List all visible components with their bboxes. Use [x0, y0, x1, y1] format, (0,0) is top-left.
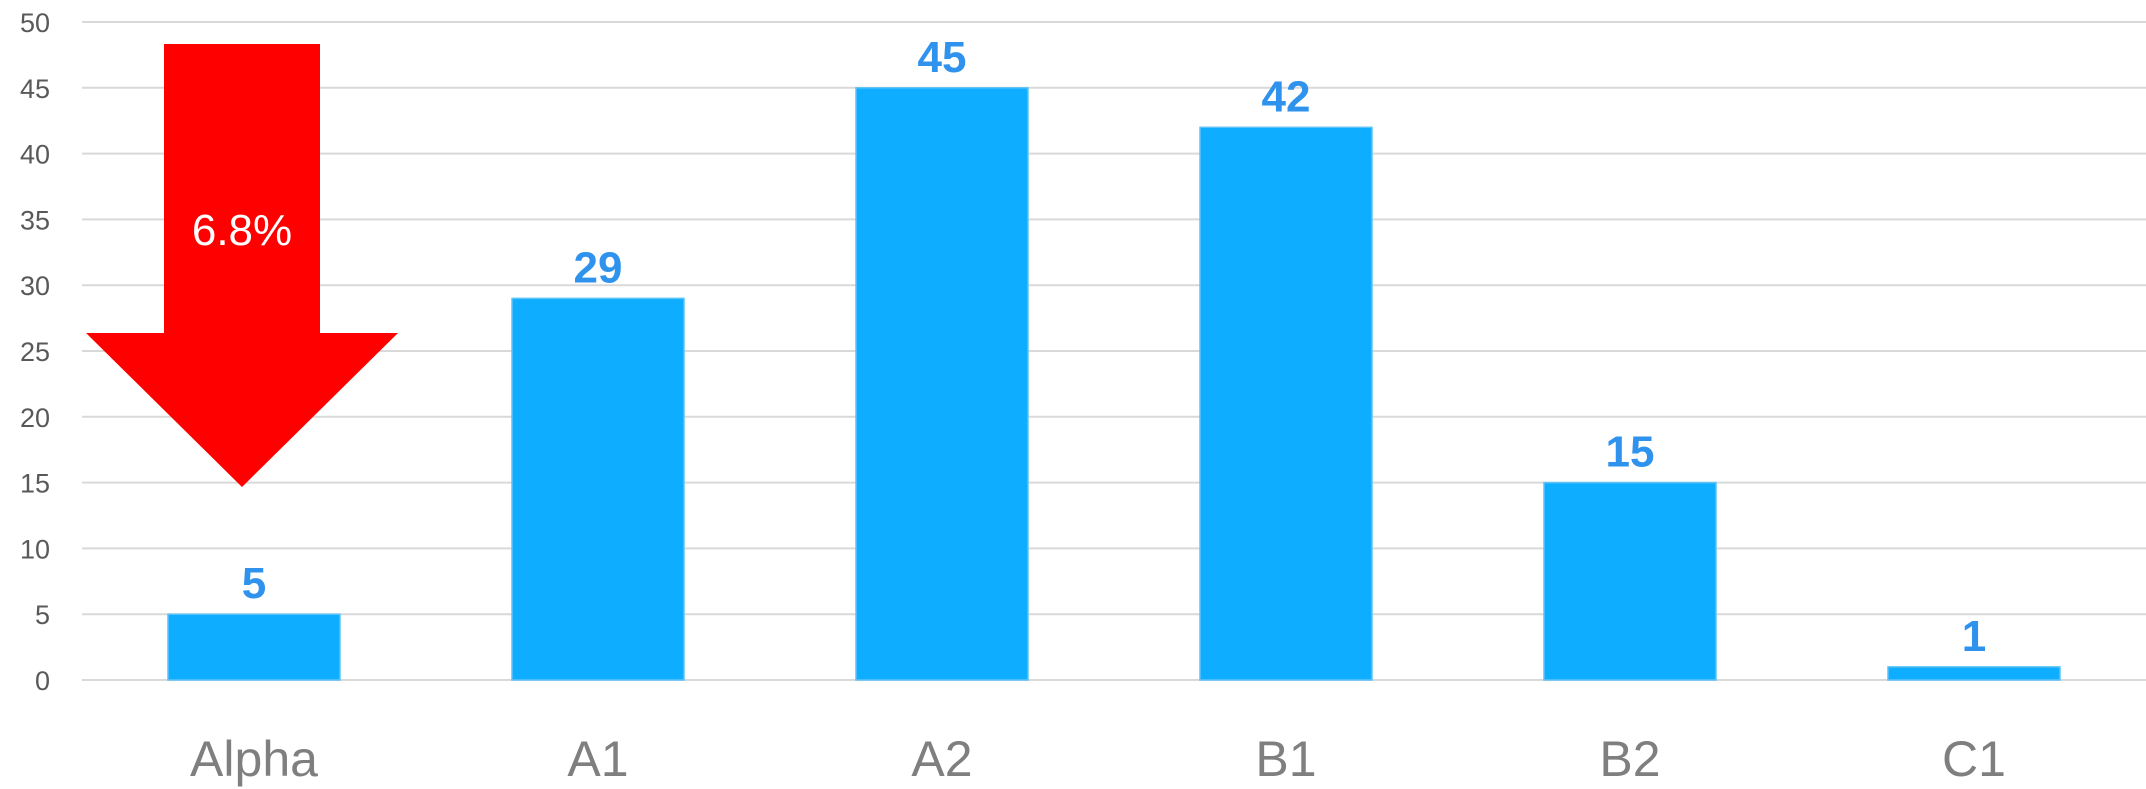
bar-alpha	[167, 613, 341, 681]
x-category-label: B2	[1599, 731, 1660, 787]
down-arrow-annotation	[86, 44, 398, 487]
x-category-label: B1	[1255, 731, 1316, 787]
x-category-label: C1	[1942, 731, 2006, 787]
y-tick-label: 45	[20, 74, 50, 104]
bar-b1	[1199, 126, 1373, 681]
data-labels: 5 29 45 42 15 1	[242, 33, 1986, 661]
bar-b2	[1543, 481, 1717, 681]
x-category-label: Alpha	[190, 731, 318, 787]
bar-a1	[511, 297, 685, 681]
y-axis: 0 5 10 15 20 25 30 35 40 45 50	[20, 8, 50, 696]
y-tick-label: 10	[20, 534, 50, 564]
x-axis: Alpha A1 A2 B1 B2 C1	[190, 731, 2006, 787]
y-tick-label: 35	[20, 205, 50, 235]
annotation: 6.8%	[86, 44, 398, 487]
data-label: 45	[918, 33, 967, 82]
x-category-label: A2	[911, 731, 972, 787]
data-label: 15	[1606, 428, 1655, 477]
y-tick-label: 40	[20, 140, 50, 170]
y-tick-label: 25	[20, 337, 50, 367]
bars	[167, 87, 2061, 681]
y-tick-label: 5	[35, 600, 50, 630]
y-tick-label: 15	[20, 469, 50, 499]
y-tick-label: 20	[20, 403, 50, 433]
y-tick-label: 50	[20, 8, 50, 38]
data-label: 5	[242, 559, 266, 608]
gridlines	[82, 21, 2146, 681]
data-label: 29	[574, 243, 623, 292]
bar-a2	[855, 87, 1029, 681]
bar-c1	[1887, 666, 2061, 681]
data-label: 1	[1962, 612, 1986, 661]
y-tick-label: 30	[20, 271, 50, 301]
x-category-label: A1	[567, 731, 628, 787]
data-label: 42	[1262, 72, 1311, 121]
y-tick-label: 0	[35, 666, 50, 696]
annotation-label: 6.8%	[192, 206, 292, 255]
